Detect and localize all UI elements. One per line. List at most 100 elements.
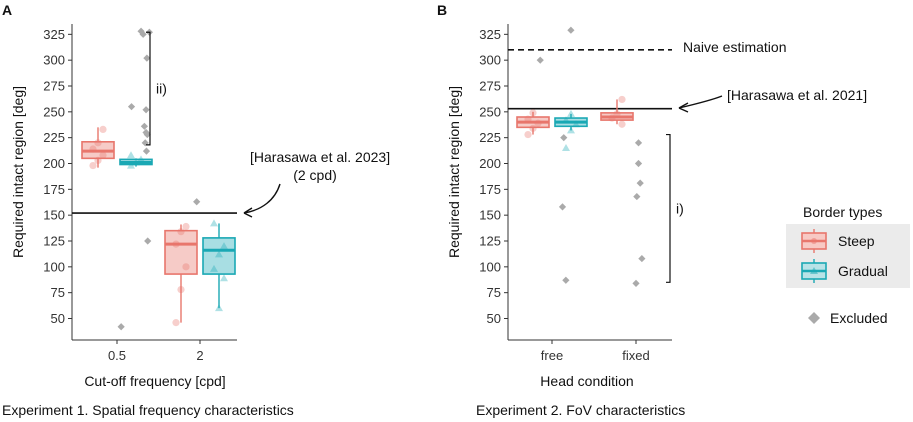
panel-a-y-tick-label: 250 <box>43 104 65 119</box>
panel-b-point-gradual <box>572 120 580 128</box>
panel-a-bracket <box>146 31 151 146</box>
legend: Border types Steep Gradual Excluded <box>786 204 910 326</box>
panel-b-excluded-point <box>567 26 575 34</box>
legend-title: Border types <box>803 204 882 220</box>
caption-experiment-2: Experiment 2. FoV characteristics <box>476 402 685 418</box>
panel-a-point-steep <box>94 156 102 164</box>
panel-b-x-axis-label: Head condition <box>540 373 633 389</box>
panel-b-point-gradual <box>562 116 570 124</box>
legend-label-gradual: Gradual <box>838 263 888 279</box>
panel-a-y-tick-label: 300 <box>43 53 65 68</box>
panel-b-y-tick-label: 225 <box>479 130 501 145</box>
panel-b-excluded-point <box>560 134 568 142</box>
panel-b-point-gradual <box>567 109 575 117</box>
panel-b-point-gradual <box>562 144 570 151</box>
panel-b-excluded-point <box>634 159 643 168</box>
panel-a-excluded-point <box>117 323 125 331</box>
panel-a-point-gradual <box>137 155 145 163</box>
panel-b-bracket-label: i) <box>676 200 684 216</box>
legend-key-steep <box>801 229 827 253</box>
legend-label-excluded: Excluded <box>830 310 888 326</box>
panel-b-y-tick-label: 250 <box>479 104 501 119</box>
panel-letter-b: B <box>437 2 447 18</box>
panel-b-excluded-point <box>536 56 544 64</box>
panel-a-y-axis-label: Required intact region [deg] <box>10 86 26 258</box>
legend-label-steep: Steep <box>838 233 875 249</box>
panel-a-ref-label: [Harasawa et al. 2023] <box>250 149 390 165</box>
panel-a-y-tick-label: 275 <box>43 79 65 94</box>
panel-a-point-gradual <box>220 274 228 282</box>
panel-a-point-steep <box>177 285 185 294</box>
panel-b-point-steep <box>529 109 537 117</box>
panel-b-excluded-point <box>632 279 640 287</box>
panel-a-ref-arrowhead <box>243 207 253 218</box>
panel-b-point-steep <box>524 130 532 139</box>
panel-b-ref-arrowhead <box>678 102 689 113</box>
panel-b-excluded-point <box>562 276 570 284</box>
panel-b-excluded-point <box>638 254 646 263</box>
panel-a-point-steep <box>182 263 190 271</box>
panel-a-y-tick-label: 100 <box>43 259 65 274</box>
panel-b-y-tick-label: 50 <box>487 311 501 326</box>
panel-a-point-gradual <box>210 219 218 227</box>
panel-b-y-tick-label: 125 <box>479 234 501 249</box>
panel-a-ref-sublabel: (2 cpd) <box>293 167 337 183</box>
panel-b-ref-label-2021: [Harasawa et al. 2021] <box>727 87 867 103</box>
panel-b-y-tick-label: 100 <box>479 259 501 274</box>
panel-a-excluded-point <box>140 122 148 130</box>
panel-a-x-tick-label: 2 <box>196 348 203 363</box>
panel-b-point-steep <box>618 95 626 104</box>
panel-b-bracket <box>666 133 671 283</box>
panel-a-point-gradual <box>215 304 223 312</box>
panel-b-y-axis-label: Required intact region [deg] <box>446 86 462 258</box>
panel-a-excluded-point <box>143 54 151 62</box>
panel-b-point-steep <box>534 119 542 127</box>
panel-a-y-tick-label: 75 <box>51 285 65 300</box>
panel-b-excluded-point <box>558 203 567 211</box>
panel-a-point-steep <box>89 145 97 153</box>
panel-b-ref-label-naive: Naive estimation <box>683 39 787 55</box>
panel-a-point-gradual <box>127 151 135 159</box>
panel-b-point-steep <box>618 120 626 128</box>
panel-b-x-tick-label: free <box>541 348 563 363</box>
panel-b-plot: Required intact region [deg] Head condit… <box>446 24 867 389</box>
panel-a-x-tick-label: 0.5 <box>108 348 126 363</box>
panel-a-point-gradual <box>210 264 218 272</box>
panel-a-y-tick-label: 50 <box>51 311 65 326</box>
panel-b-excluded-point <box>636 179 644 187</box>
panel-a-y-tick-label: 200 <box>43 156 65 171</box>
panel-b-point-steep <box>524 115 532 123</box>
panel-a-y-tick-label: 325 <box>43 27 65 42</box>
panel-a-excluded-point <box>142 147 151 155</box>
panel-b-y-tick-label: 325 <box>479 27 501 42</box>
panel-a-y-tick-label: 150 <box>43 208 65 223</box>
legend-key-excluded <box>808 312 820 324</box>
panel-a-excluded-point <box>143 130 151 139</box>
panel-a-x-axis-label: Cut-off frequency [cpd] <box>84 373 225 389</box>
panel-a-y-tick-label: 175 <box>43 182 65 197</box>
panel-b-y-tick-label: 275 <box>479 79 501 94</box>
panel-b-excluded-point <box>634 139 643 147</box>
panel-a-excluded-point <box>193 198 201 206</box>
panel-b-x-tick-label: fixed <box>622 348 649 363</box>
panel-a-point-gradual <box>127 161 135 169</box>
panel-a-excluded-point <box>144 237 152 245</box>
panel-b-y-tick-label: 175 <box>479 182 501 197</box>
panel-a-excluded-point <box>127 103 136 111</box>
panel-a-ref-arrow <box>243 183 281 214</box>
caption-experiment-1: Experiment 1. Spatial frequency characte… <box>2 402 294 418</box>
panel-a-point-steep <box>99 125 107 133</box>
panel-b-excluded-point <box>633 192 641 201</box>
legend-key-gradual <box>801 259 827 283</box>
panel-b-ref-arrow <box>678 95 723 109</box>
panel-a-point-steep <box>172 240 180 248</box>
panel-a-bracket-label: ii) <box>156 81 167 97</box>
panel-a-point-gradual <box>220 242 228 250</box>
panel-a-point-steep <box>172 319 180 327</box>
panel-a-box-steep <box>164 229 198 275</box>
panel-b-y-tick-label: 200 <box>479 156 501 171</box>
panel-a-point-steep <box>177 228 185 236</box>
panel-b-point-steep <box>529 124 537 132</box>
panel-b-y-tick-label: 300 <box>479 53 501 68</box>
